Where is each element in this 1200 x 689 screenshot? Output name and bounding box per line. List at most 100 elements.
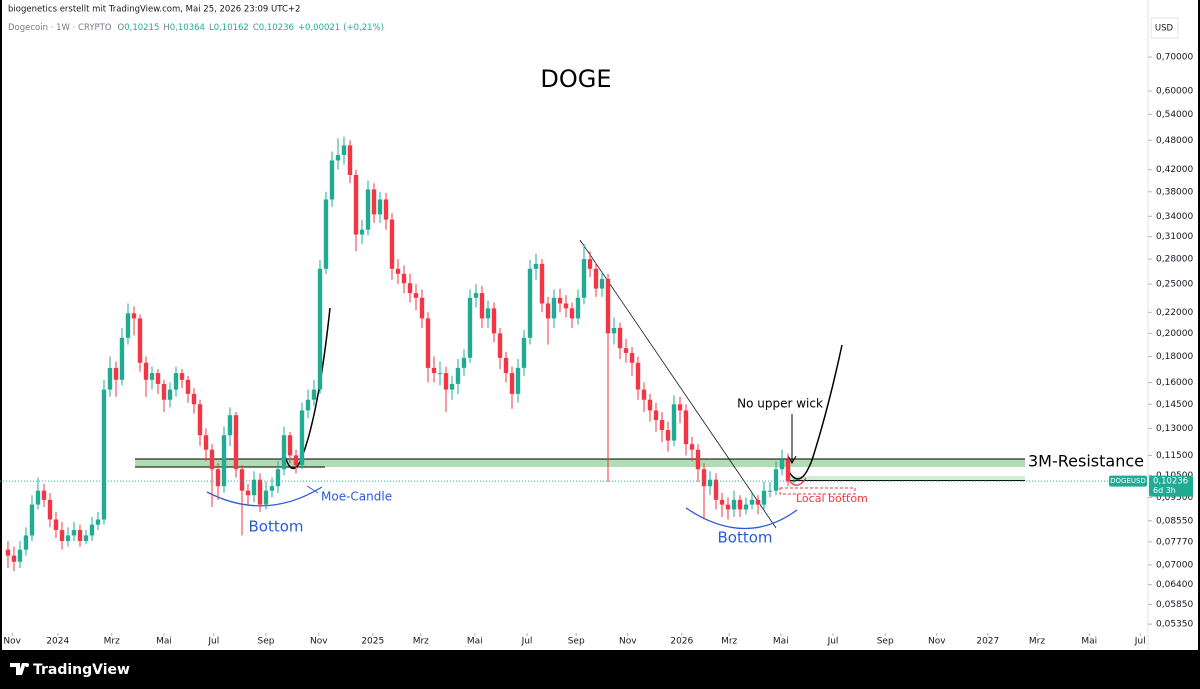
candle-body xyxy=(743,504,749,510)
candle-body xyxy=(257,479,263,505)
bottom-arc xyxy=(685,507,798,530)
candle-body xyxy=(317,268,323,390)
candle-body xyxy=(17,549,23,562)
y-tick-label: 0,11500 xyxy=(1156,451,1193,461)
candle-body xyxy=(407,283,413,294)
price-tag-label: 0,10236 xyxy=(1153,477,1188,487)
x-tick-label: Mai xyxy=(1081,637,1097,647)
candle-body xyxy=(683,410,689,445)
candle-body xyxy=(209,449,215,470)
y-tick-label: 0,48000 xyxy=(1156,136,1193,146)
y-tick-label: 0,08550 xyxy=(1156,516,1193,526)
y-tick-label: 0,20000 xyxy=(1156,329,1193,339)
y-tick-label: 0,31000 xyxy=(1156,232,1193,242)
candle-body xyxy=(89,524,95,536)
legend-change: +0,00021 xyxy=(298,23,340,33)
candle-body xyxy=(785,459,791,482)
x-tick-label: Mai xyxy=(773,637,789,647)
y-tick-label: 0,42000 xyxy=(1156,165,1193,175)
candle-body xyxy=(287,435,293,456)
attribution: biogenetics erstellt mit TradingView.com… xyxy=(8,5,300,15)
legend-change-pct: (+0,21%) xyxy=(343,23,384,33)
candle-body xyxy=(485,308,491,319)
candle-body xyxy=(263,490,269,505)
legend-key: H xyxy=(163,23,169,33)
candle-body xyxy=(125,313,131,338)
x-tick-label: 2027 xyxy=(976,637,999,647)
brand-logo xyxy=(25,663,29,667)
x-tick-label: Nov xyxy=(928,637,946,647)
x-tick-label: Sep xyxy=(877,637,894,647)
x-tick-label: 2024 xyxy=(46,637,69,647)
candle-body xyxy=(707,479,713,487)
candle-body xyxy=(503,357,509,374)
legend-value: 0,10236 xyxy=(259,23,294,33)
x-tick-label: Sep xyxy=(568,637,585,647)
candle-body xyxy=(299,410,305,466)
y-tick-label: 0,60000 xyxy=(1156,87,1193,97)
currency-box xyxy=(1150,17,1179,39)
y-tick-label: 0,05850 xyxy=(1156,600,1193,610)
candle-body xyxy=(113,367,119,380)
price-tag xyxy=(1149,475,1193,497)
x-tick-label: 2025 xyxy=(361,637,384,647)
candle-body xyxy=(425,318,431,368)
candle-body xyxy=(395,268,401,274)
candle-body xyxy=(95,519,101,525)
candle-body xyxy=(521,337,527,368)
candle-body xyxy=(575,297,581,319)
candle-body xyxy=(5,549,11,556)
candle-body xyxy=(341,145,347,155)
local-bottom-box xyxy=(779,487,856,495)
x-tick-label: Mai xyxy=(467,637,483,647)
x-tick-label: Mrz xyxy=(413,637,429,647)
candle-body xyxy=(557,297,563,304)
candle-body xyxy=(665,430,671,441)
candle-body xyxy=(641,389,647,400)
candle-body xyxy=(119,337,125,380)
x-tick-label: Mrz xyxy=(721,637,737,647)
candle-body xyxy=(173,373,179,390)
candle-body xyxy=(497,333,503,358)
candle-body xyxy=(203,435,209,450)
candle-body xyxy=(23,535,29,550)
candle-body xyxy=(185,379,191,394)
price-tag-countdown: 6d 3h xyxy=(1153,486,1176,495)
y-tick-label: 0,05350 xyxy=(1156,620,1193,630)
candle-body xyxy=(713,479,719,500)
candle-body xyxy=(167,389,173,400)
candle-body xyxy=(419,297,425,319)
candle-body xyxy=(239,469,245,491)
candle-body xyxy=(605,278,611,334)
candle-body xyxy=(527,268,533,338)
resistance-zone xyxy=(135,459,1025,467)
candle-body xyxy=(383,199,389,220)
candle-body xyxy=(77,529,83,542)
candle-body xyxy=(161,383,167,400)
candle-body xyxy=(551,297,557,319)
y-tick-label: 0,06400 xyxy=(1156,580,1193,590)
candle-body xyxy=(353,175,359,235)
candle-body xyxy=(329,160,335,200)
annotation: Moe-Candle xyxy=(321,490,392,504)
candle-body xyxy=(623,348,629,353)
candle-body xyxy=(695,449,701,470)
candle-body xyxy=(635,362,641,390)
candle-body xyxy=(587,259,593,269)
candle-body xyxy=(725,504,731,510)
candle-body xyxy=(647,399,653,411)
candle-body xyxy=(749,499,755,505)
y-tick-label: 0,16000 xyxy=(1156,378,1193,388)
candle-body xyxy=(347,145,353,176)
candle-body xyxy=(569,308,575,319)
candle-body xyxy=(221,435,227,487)
legend-value: 0,10215 xyxy=(124,23,159,33)
candle-body xyxy=(371,189,377,215)
candle-body xyxy=(137,318,143,363)
y-tick-label: 0,07000 xyxy=(1156,560,1193,570)
candle-body xyxy=(467,297,473,358)
candle-body xyxy=(245,490,251,496)
candle-body xyxy=(323,199,329,269)
candle-body xyxy=(719,499,725,505)
